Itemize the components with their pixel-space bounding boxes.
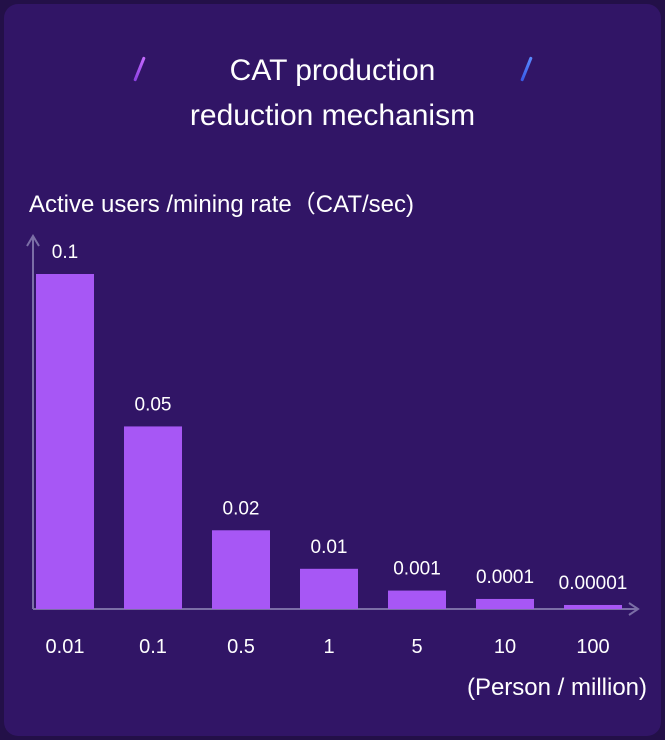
x-tick-100: 100 <box>576 636 609 658</box>
bar-0.1 <box>124 426 182 609</box>
bar-1 <box>300 568 358 609</box>
y-axis-arrow <box>26 234 40 247</box>
x-tick-1: 1 <box>323 636 334 658</box>
data-label-100: 0.00001 <box>559 573 628 594</box>
x-tick-0.01: 0.01 <box>46 636 85 658</box>
data-label-1: 0.01 <box>311 537 348 558</box>
bar-10 <box>476 598 534 609</box>
y-axis-label: Active users /mining rate（CAT/sec) <box>29 191 414 218</box>
data-label-0.1: 0.05 <box>135 394 172 415</box>
x-tick-0.1: 0.1 <box>139 636 167 658</box>
data-label-0.01: 0.1 <box>52 242 78 263</box>
bar-5 <box>388 590 446 609</box>
bar-0.5 <box>212 530 270 609</box>
x-tick-5: 5 <box>411 636 422 658</box>
data-label-10: 0.0001 <box>476 567 534 588</box>
data-label-0.5: 0.02 <box>223 498 260 519</box>
x-tick-10: 10 <box>494 636 516 658</box>
x-axis-arrow <box>628 602 640 616</box>
chart-title-line2: reduction mechanism <box>189 99 476 132</box>
data-label-5: 0.001 <box>393 559 441 580</box>
x-axis-label: (Person / million) <box>466 674 647 701</box>
x-tick-0.5: 0.5 <box>227 636 255 658</box>
bar-100 <box>564 604 622 609</box>
bar-0.01 <box>36 274 94 609</box>
chart-title-line1: CAT production <box>229 54 436 87</box>
chart-card <box>4 4 661 736</box>
